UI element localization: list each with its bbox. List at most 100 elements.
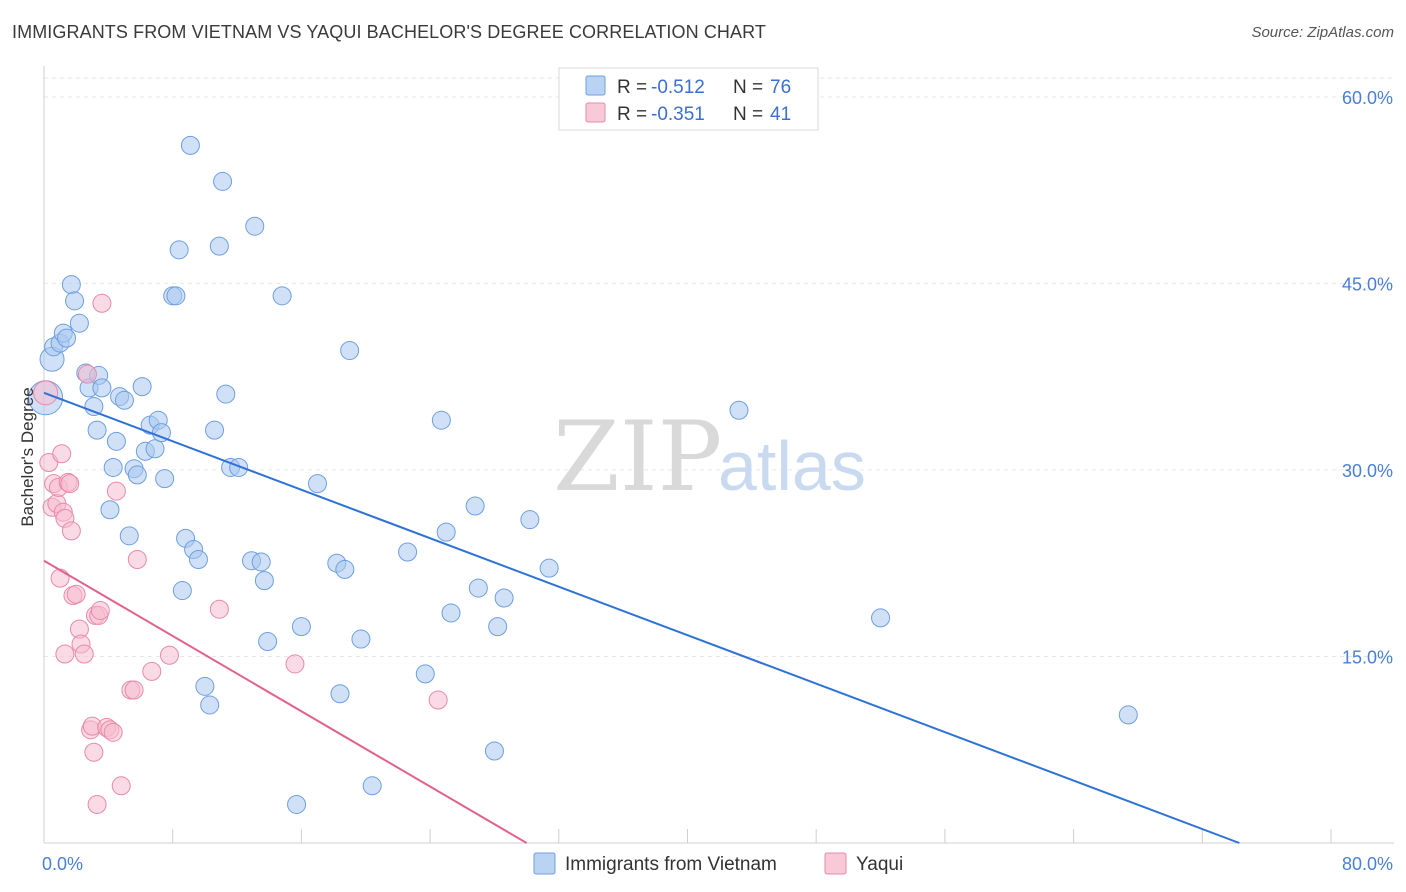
point-vietnam-54 xyxy=(307,474,327,494)
point-vietnam-49 xyxy=(254,571,274,591)
point-vietnam-56 xyxy=(330,684,350,704)
y-tick-label-0: 15.0% xyxy=(1342,647,1393,667)
point-vietnam-26 xyxy=(145,439,165,459)
y-tick-labels: 15.0% 30.0% 45.0% 60.0% xyxy=(1342,88,1393,668)
point-yaqui-21 xyxy=(84,742,104,762)
point-vietnam-58 xyxy=(340,341,360,361)
point-yaqui-31 xyxy=(111,776,131,796)
y-tick-label-3: 60.0% xyxy=(1342,88,1393,108)
point-vietnam-42 xyxy=(213,171,233,191)
point-vietnam-74 xyxy=(871,608,891,628)
watermark-atlas-text: atlas xyxy=(718,427,866,505)
point-vietnam-12 xyxy=(87,420,107,440)
point-vietnam-66 xyxy=(465,496,485,516)
series-legend-label-yaqui: Yaqui xyxy=(856,854,903,875)
point-yaqui-34 xyxy=(127,549,147,569)
point-yaqui-29 xyxy=(103,722,123,742)
point-yaqui-30 xyxy=(106,481,126,501)
point-vietnam-40 xyxy=(205,420,225,440)
point-yaqui-37 xyxy=(209,599,229,619)
point-vietnam-35 xyxy=(180,135,200,155)
point-yaqui-38 xyxy=(285,654,305,674)
trend-line-vietnam xyxy=(43,391,1240,844)
point-yaqui-6 xyxy=(50,568,70,588)
legend: R = -0.512 N = 76 R = -0.351 N = 41 xyxy=(558,67,819,131)
legend-r-value-yaqui: -0.351 xyxy=(651,104,705,125)
point-yaqui-39 xyxy=(428,690,448,710)
point-vietnam-19 xyxy=(114,390,134,410)
point-vietnam-69 xyxy=(488,617,508,637)
x-tick-label-max: 80.0% xyxy=(1342,854,1393,874)
legend-n-value-yaqui: 41 xyxy=(770,104,791,125)
point-vietnam-53 xyxy=(291,617,311,637)
point-vietnam-41 xyxy=(209,236,229,256)
watermark-zip-text: ZIP xyxy=(553,401,722,513)
watermark: ZIP atlas xyxy=(553,401,866,513)
point-vietnam-11 xyxy=(84,397,104,417)
point-vietnam-61 xyxy=(398,542,418,562)
point-yaqui-7 xyxy=(52,444,72,464)
series-vietnam-points xyxy=(28,135,1138,814)
point-vietnam-52 xyxy=(287,794,307,814)
point-vietnam-33 xyxy=(172,581,192,601)
point-yaqui-12 xyxy=(61,521,81,541)
point-yaqui-36 xyxy=(159,645,179,665)
point-yaqui-17 xyxy=(74,644,94,664)
legend-swatch-vietnam xyxy=(585,75,606,96)
point-vietnam-57 xyxy=(335,559,355,579)
point-vietnam-37 xyxy=(188,549,208,569)
point-vietnam-48 xyxy=(251,552,271,572)
y-tick-label-1: 30.0% xyxy=(1342,461,1393,481)
point-vietnam-16 xyxy=(103,457,123,477)
series-yaqui-points xyxy=(33,293,448,814)
grid-lines xyxy=(44,77,1394,657)
point-vietnam-7 xyxy=(65,291,85,311)
legend-r-label-yaqui: R = xyxy=(617,104,647,125)
point-yaqui-40 xyxy=(55,644,75,664)
series-legend-swatch-yaqui xyxy=(824,852,847,875)
point-vietnam-70 xyxy=(494,588,514,608)
point-vietnam-71 xyxy=(520,510,540,530)
point-yaqui-26 xyxy=(92,293,112,313)
x-tick-label-min: 0.0% xyxy=(42,854,83,874)
point-vietnam-22 xyxy=(127,465,147,485)
y-tick-label-2: 45.0% xyxy=(1342,274,1393,294)
point-vietnam-39 xyxy=(200,695,220,715)
source-label: Source: ZipAtlas.com xyxy=(1251,24,1394,41)
trend-lines xyxy=(43,391,1240,844)
y-axis-label: Bachelor's Degree xyxy=(18,387,37,526)
point-vietnam-51 xyxy=(272,286,292,306)
point-vietnam-29 xyxy=(155,469,175,489)
legend-swatch-yaqui xyxy=(585,102,606,123)
point-vietnam-60 xyxy=(362,776,382,796)
series-legend: Immigrants from Vietnam Yaqui xyxy=(533,852,903,875)
point-vietnam-38 xyxy=(195,676,215,696)
x-tick-labels: 0.0% 80.0% xyxy=(42,854,1393,874)
point-vietnam-68 xyxy=(484,741,504,761)
point-vietnam-50 xyxy=(258,632,278,652)
point-vietnam-6 xyxy=(61,275,81,295)
point-vietnam-8 xyxy=(69,313,89,333)
point-vietnam-64 xyxy=(436,522,456,542)
legend-n-label-vietnam: N = xyxy=(733,77,763,98)
legend-n-value-vietnam: 76 xyxy=(770,77,791,98)
point-vietnam-5 xyxy=(57,328,77,348)
point-vietnam-45 xyxy=(229,457,249,477)
point-yaqui-18 xyxy=(77,364,97,384)
point-yaqui-11 xyxy=(60,474,80,494)
point-yaqui-33 xyxy=(124,680,144,700)
point-vietnam-75 xyxy=(1118,705,1138,725)
point-vietnam-65 xyxy=(441,603,461,623)
point-yaqui-23 xyxy=(87,794,107,814)
point-vietnam-15 xyxy=(100,500,120,520)
point-vietnam-47 xyxy=(245,216,265,236)
point-vietnam-67 xyxy=(468,578,488,598)
point-vietnam-63 xyxy=(431,410,451,430)
point-yaqui-35 xyxy=(142,661,162,681)
point-vietnam-72 xyxy=(539,558,559,578)
point-vietnam-23 xyxy=(132,377,152,397)
point-vietnam-62 xyxy=(415,664,435,684)
legend-r-value-vietnam: -0.512 xyxy=(651,77,705,98)
legend-n-label-yaqui: N = xyxy=(733,104,763,125)
